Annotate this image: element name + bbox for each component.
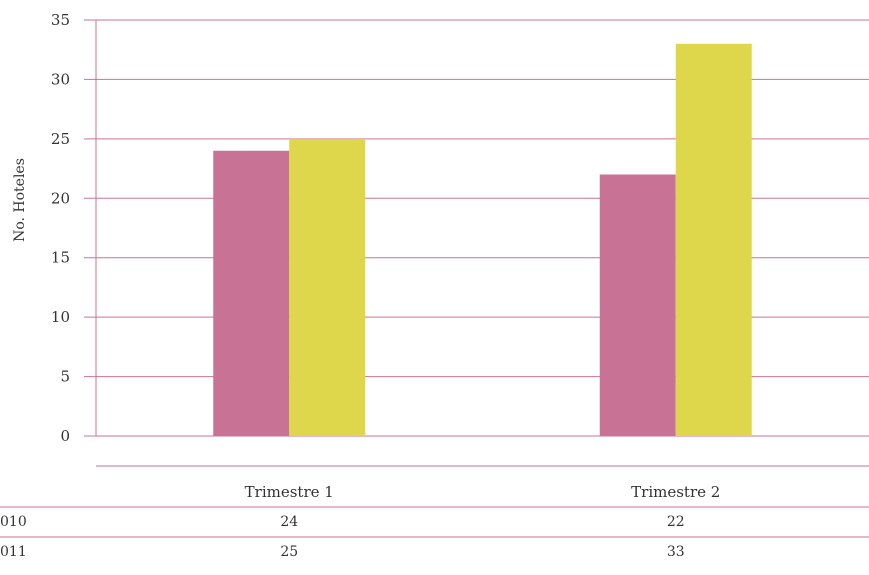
y-tick-label: 20 <box>51 189 70 207</box>
y-tick-label: 5 <box>60 368 70 386</box>
y-tick-label: 15 <box>51 249 70 267</box>
bar-1-2 <box>599 174 676 436</box>
data-label: 24 <box>280 514 298 530</box>
data-table: Trimestre 1 Trimestre 2 010 24 22 011 25 33 <box>0 465 869 560</box>
data-label: 22 <box>667 514 685 530</box>
bars <box>213 43 752 437</box>
series-name: 011 <box>0 544 27 560</box>
bar-1-1 <box>213 150 290 436</box>
x-category-label: Trimestre 1 <box>245 483 334 501</box>
y-tick-label: 30 <box>51 70 70 88</box>
y-tick-label: 35 <box>51 11 70 29</box>
data-label: 25 <box>280 544 298 560</box>
series-name: 010 <box>0 514 27 530</box>
y-axis-title: No. Hoteles <box>12 158 28 242</box>
bar-2-2 <box>675 43 752 437</box>
data-label: 33 <box>667 544 685 560</box>
y-axis-ticks: 0 5 10 15 20 25 30 35 <box>51 11 70 445</box>
bar-2-1 <box>289 138 366 436</box>
y-tick-label: 0 <box>60 427 70 445</box>
y-tick-label: 25 <box>51 130 70 148</box>
y-tick-label: 10 <box>51 308 70 326</box>
x-category-label: Trimestre 2 <box>631 483 720 501</box>
